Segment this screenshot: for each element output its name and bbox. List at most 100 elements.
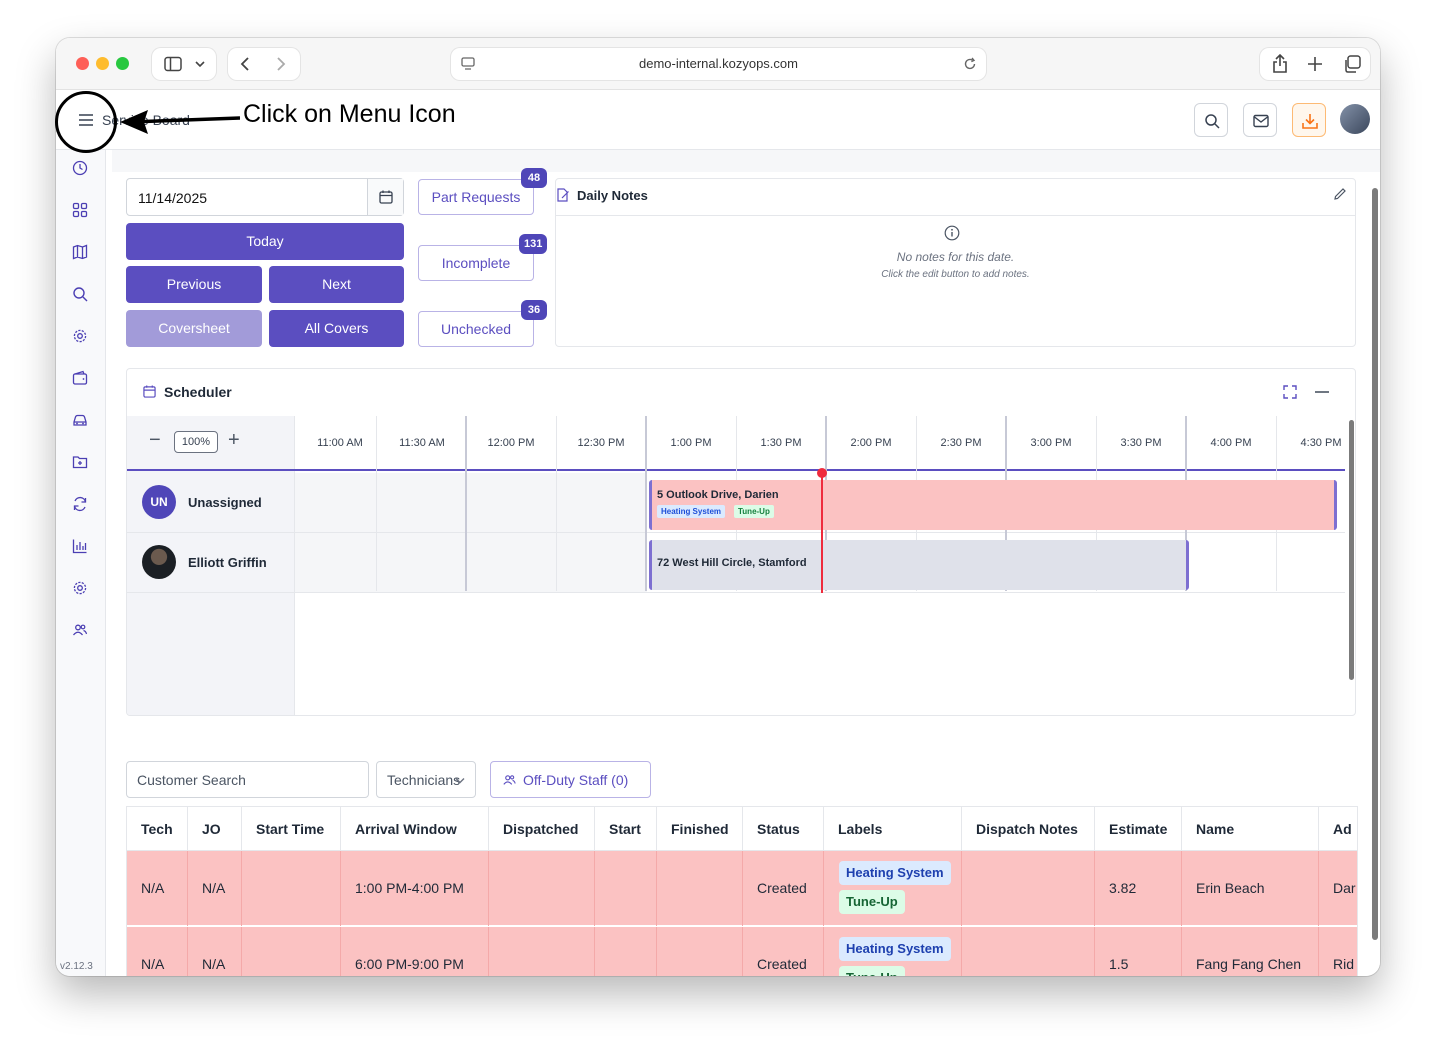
download-button[interactable] (1292, 103, 1326, 137)
schedule-row[interactable] (295, 533, 1345, 593)
time-slot: 11:00 AM (317, 437, 363, 449)
sidebar-icon (164, 56, 182, 72)
event-title: 72 West Hill Circle, Stamford (657, 557, 807, 569)
cell-dispatched (489, 851, 595, 926)
folder-icon[interactable] (72, 454, 88, 470)
tab-overview-icon[interactable] (1343, 55, 1361, 73)
cell-dispatch-notes (962, 927, 1095, 976)
off-duty-staff-label: Off-Duty Staff (0) (523, 772, 629, 788)
column-header[interactable]: Ad (1319, 807, 1357, 851)
cell-name: Fang Fang Chen (1182, 927, 1319, 976)
search-icon[interactable] (72, 286, 88, 302)
time-slot: 12:00 PM (487, 437, 535, 449)
users-icon[interactable] (72, 622, 88, 638)
technicians-select[interactable]: Technicians (376, 761, 476, 798)
chart-icon[interactable] (72, 538, 88, 554)
grid-icon[interactable] (72, 202, 88, 218)
minimize-window-button[interactable] (96, 57, 109, 70)
schedule-event[interactable]: 72 West Hill Circle, Stamford (649, 540, 1189, 590)
app-version: v2.12.3 (60, 961, 93, 972)
column-header[interactable]: Dispatched (489, 807, 595, 851)
search-icon (1205, 114, 1220, 129)
note-icon (557, 188, 569, 202)
column-header[interactable]: JO (188, 807, 242, 851)
maximize-window-button[interactable] (116, 57, 129, 70)
column-header[interactable]: Tech (127, 807, 188, 851)
search-button[interactable] (1194, 103, 1228, 137)
mail-button[interactable] (1243, 103, 1277, 137)
edit-icon[interactable] (1333, 187, 1347, 201)
scheduler-title: Scheduler (164, 384, 232, 400)
user-avatar[interactable] (1340, 104, 1370, 134)
scheduler-scrollbar[interactable] (1349, 420, 1354, 680)
calendar-button[interactable] (367, 179, 403, 215)
past-time-shade (295, 533, 647, 592)
label-chip: Tune-Up (839, 890, 905, 914)
forward-icon[interactable] (276, 57, 286, 71)
url-text: demo-internal.kozyops.com (639, 56, 798, 71)
column-header[interactable]: Status (743, 807, 824, 851)
cell-arrival-window: 6:00 PM-9:00 PM (341, 927, 489, 976)
previous-button[interactable]: Previous (126, 266, 262, 303)
share-icon[interactable] (1272, 54, 1288, 73)
column-header[interactable]: Finished (657, 807, 743, 851)
cell-tech: N/A (127, 927, 188, 976)
back-icon[interactable] (240, 57, 250, 71)
fullscreen-icon[interactable] (1283, 385, 1297, 399)
cell-labels: Heating System Tune-Up (824, 851, 962, 926)
column-header[interactable]: Start (595, 807, 657, 851)
zoom-in-button[interactable]: + (228, 429, 240, 451)
all-covers-button[interactable]: All Covers (269, 310, 404, 347)
zoom-level[interactable]: 100% (174, 431, 218, 453)
refresh-icon[interactable] (72, 496, 88, 512)
column-header[interactable]: Estimate (1095, 807, 1182, 851)
cell-tech: N/A (127, 851, 188, 926)
column-header[interactable]: Name (1182, 807, 1319, 851)
unchecked-button[interactable]: Unchecked (418, 311, 534, 347)
technicians-select-label: Technicians (387, 772, 461, 788)
today-button[interactable]: Today (126, 223, 404, 260)
customer-search-input[interactable]: Customer Search (126, 761, 369, 798)
gear-icon[interactable] (72, 328, 88, 344)
incomplete-button[interactable]: Incomplete (418, 245, 534, 281)
time-slot: 1:30 PM (760, 437, 802, 449)
collapse-icon[interactable] (1315, 391, 1329, 393)
column-header[interactable]: Start Time (242, 807, 341, 851)
page-scrollbar[interactable] (1372, 188, 1378, 940)
part-requests-button[interactable]: Part Requests (418, 179, 534, 215)
coversheet-button[interactable]: Coversheet (126, 310, 262, 347)
close-window-button[interactable] (76, 57, 89, 70)
clock-icon[interactable] (72, 160, 88, 176)
new-tab-icon[interactable] (1307, 56, 1323, 72)
cell-finished (657, 851, 743, 926)
column-header[interactable]: Arrival Window (341, 807, 489, 851)
cell-status: Created (743, 927, 824, 976)
technician-row[interactable]: UN Unassigned (127, 473, 295, 533)
no-notes-message: No notes for this date. (896, 250, 1015, 264)
date-picker[interactable]: 11/14/2025 (126, 178, 404, 216)
cell-estimate: 1.5 (1095, 927, 1182, 976)
sidebar-toggle-button[interactable] (152, 48, 216, 80)
next-button[interactable]: Next (269, 266, 404, 303)
reload-icon[interactable] (963, 57, 977, 71)
history-navigation (228, 48, 300, 80)
map-icon[interactable] (72, 244, 88, 260)
car-icon[interactable] (72, 412, 88, 428)
column-header[interactable]: Dispatch Notes (962, 807, 1095, 851)
schedule-event[interactable]: 5 Outlook Drive, Darien Heating System T… (649, 480, 1337, 530)
zoom-out-button[interactable]: − (149, 429, 161, 451)
settings-icon[interactable] (72, 580, 88, 596)
schedule-row[interactable] (295, 473, 1345, 533)
technician-row[interactable]: Elliott Griffin (127, 533, 295, 593)
unchecked-count-badge: 36 (521, 300, 547, 320)
info-icon (944, 225, 960, 241)
site-settings-icon[interactable] (461, 57, 475, 71)
column-header[interactable]: Labels (824, 807, 962, 851)
off-duty-staff-button[interactable]: Off-Duty Staff (0) (490, 761, 651, 798)
mail-icon (1253, 114, 1269, 128)
address-bar[interactable]: demo-internal.kozyops.com (451, 48, 986, 80)
scheduler-panel: Scheduler − 100% + UN Unassigned (126, 368, 1356, 716)
time-slot: 11:30 AM (399, 437, 445, 449)
time-slot: 12:30 PM (577, 437, 625, 449)
wallet-icon[interactable] (72, 370, 88, 386)
